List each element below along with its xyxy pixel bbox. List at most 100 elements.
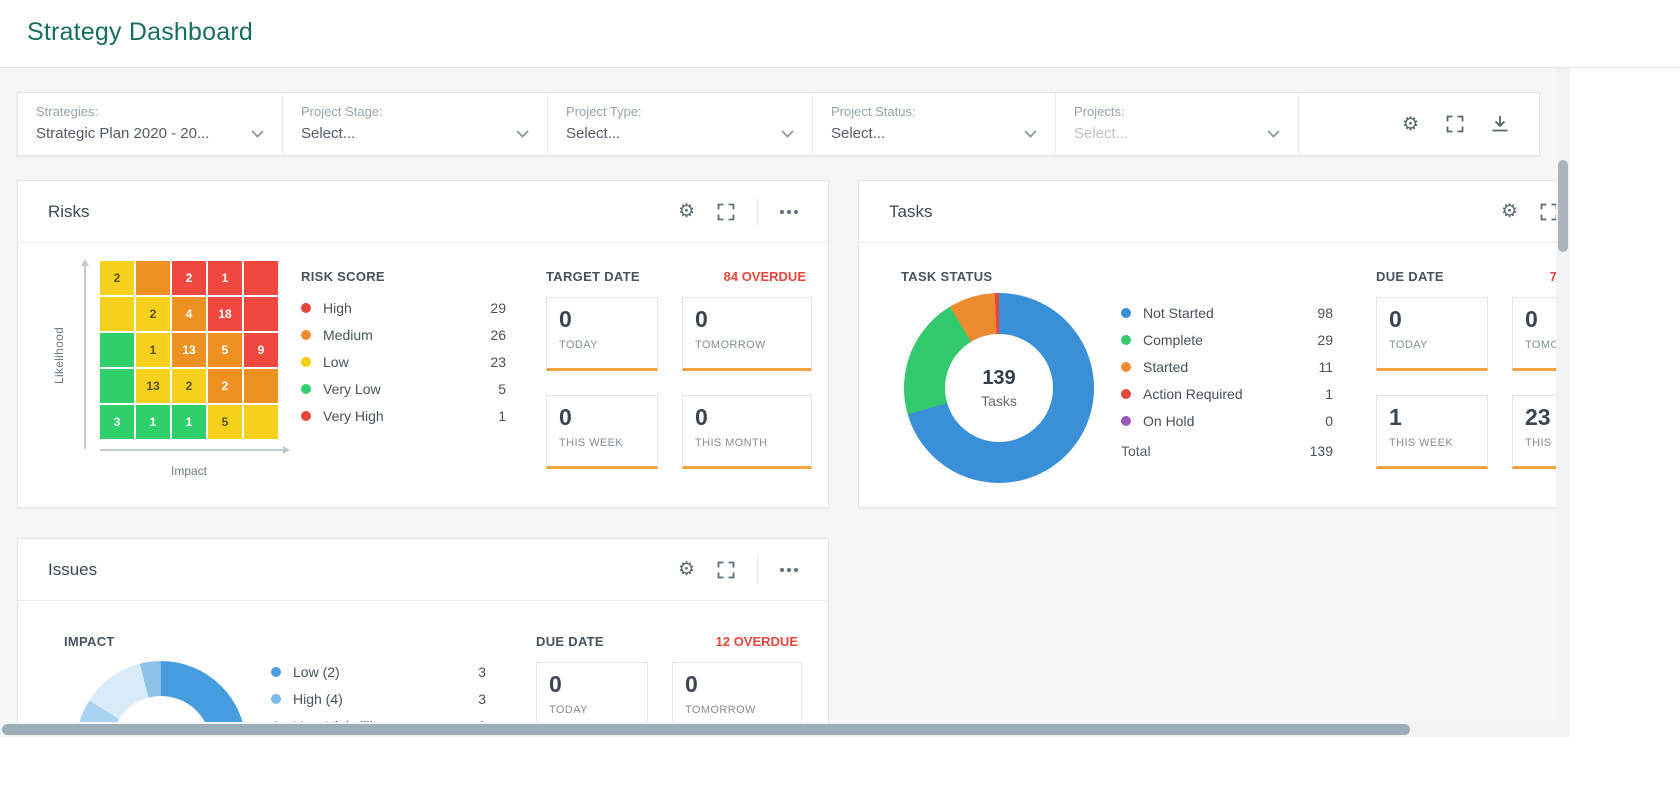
- legend-label: Started: [1143, 358, 1189, 375]
- risk-matrix-cell[interactable]: 1: [136, 333, 170, 367]
- due-date-block: DUE DATE 12 OVERDUE 0 TODAY 0 TOMORROW: [536, 634, 802, 722]
- filter-bar: Strategies: Strategic Plan 2020 - 20... …: [17, 92, 1540, 156]
- legend-item[interactable]: Very High (5)3: [271, 712, 486, 722]
- legend-item[interactable]: High (4) 3: [271, 685, 486, 712]
- legend-dot: [1121, 361, 1131, 372]
- risk-matrix-cell[interactable]: 3: [100, 405, 134, 439]
- fullscreen-icon[interactable]: [1446, 115, 1464, 133]
- risk-matrix-cell[interactable]: [244, 369, 278, 403]
- more-menu-icon[interactable]: [780, 567, 798, 572]
- settings-icon[interactable]: ⚙: [1500, 201, 1518, 222]
- risk-matrix-cell[interactable]: [244, 405, 278, 439]
- risk-matrix-cell[interactable]: 5: [208, 405, 242, 439]
- date-card-tomorrow[interactable]: 0 TOMORROW: [672, 662, 802, 722]
- risk-matrix-cell[interactable]: 13: [172, 333, 206, 367]
- filter-projects[interactable]: Projects: Select...: [1056, 93, 1299, 155]
- date-card-today[interactable]: 0 TODAY: [1376, 297, 1488, 371]
- risk-matrix-cell[interactable]: 2: [136, 297, 170, 331]
- date-card-tomorrow[interactable]: 0 TOMORROW: [682, 297, 812, 371]
- horizontal-scrollbar[interactable]: [0, 722, 1556, 737]
- fullscreen-icon[interactable]: [717, 561, 735, 579]
- legend-item[interactable]: Very High 1: [301, 402, 506, 429]
- legend-item[interactable]: On Hold 0: [1121, 407, 1333, 434]
- top-bar: Strategy Dashboard: [0, 0, 1680, 68]
- filter-strategies[interactable]: Strategies: Strategic Plan 2020 - 20...: [18, 93, 283, 155]
- risk-matrix-cell[interactable]: [136, 261, 170, 295]
- risk-matrix-cell[interactable]: 4: [172, 297, 206, 331]
- legend-dot: [1121, 415, 1131, 426]
- fullscreen-icon[interactable]: [717, 203, 735, 221]
- y-axis-label: Likelihood: [52, 326, 66, 384]
- legend-item[interactable]: Medium 26: [301, 321, 506, 348]
- risk-matrix-cell[interactable]: [100, 333, 134, 367]
- due-date-block: DUE DATE 77 OVERDUE 0 TODAY 0 TOMORROW 1 TH…: [1376, 269, 1556, 469]
- legend-item[interactable]: Started 11: [1121, 353, 1333, 380]
- impact-donut-chart[interactable]: [76, 661, 246, 722]
- legend-value: 11: [1318, 358, 1333, 375]
- legend-label: Very High (5): [293, 718, 478, 723]
- settings-icon[interactable]: ⚙: [677, 201, 695, 222]
- filter-label: Strategies:: [36, 104, 99, 119]
- legend-item[interactable]: Action Required 1: [1121, 380, 1333, 407]
- more-menu-icon[interactable]: [780, 209, 798, 214]
- risk-matrix-cell[interactable]: 9: [244, 333, 278, 367]
- issues-panel-header: Issues ⚙: [18, 539, 828, 601]
- filter-value: Select...: [301, 125, 356, 142]
- risk-matrix-cell[interactable]: 1: [136, 405, 170, 439]
- filter-project-stage[interactable]: Project Stage: Select...: [283, 93, 548, 155]
- date-card-label: TOMORROW: [685, 704, 756, 716]
- section-heading: TASK STATUS: [901, 269, 993, 284]
- date-card-label: TODAY: [1389, 339, 1428, 351]
- download-icon[interactable]: [1491, 115, 1509, 133]
- date-card-today[interactable]: 0 TODAY: [546, 297, 658, 371]
- legend-item[interactable]: Not Started 98: [1121, 299, 1333, 326]
- donut-total-value: 139: [982, 367, 1016, 389]
- legend-item[interactable]: Complete 29: [1121, 326, 1333, 353]
- settings-icon[interactable]: ⚙: [1401, 113, 1419, 135]
- risk-matrix-cell[interactable]: 1: [208, 261, 242, 295]
- filter-project-type[interactable]: Project Type: Select...: [548, 93, 813, 155]
- total-label: Total: [1121, 443, 1151, 459]
- legend-value: 3: [478, 718, 486, 723]
- date-card-this-month[interactable]: 0 THIS MONTH: [682, 395, 812, 469]
- date-card-value: 23: [1525, 404, 1551, 430]
- legend-item[interactable]: Very Low 5: [301, 375, 506, 402]
- risk-matrix-cell[interactable]: 2: [172, 261, 206, 295]
- legend-item[interactable]: High 29: [301, 294, 506, 321]
- legend-value: 98: [1317, 304, 1333, 321]
- section-heading: IMPACT: [64, 634, 115, 649]
- legend-value: 29: [1317, 331, 1333, 348]
- date-card-this-week[interactable]: 0 THIS WEEK: [546, 395, 658, 469]
- x-axis-arrow: [100, 446, 290, 454]
- task-status-donut-chart[interactable]: 139 Tasks: [904, 293, 1094, 483]
- risk-matrix-cell[interactable]: [244, 297, 278, 331]
- legend-dot: [301, 302, 311, 313]
- filter-project-status[interactable]: Project Status: Select...: [813, 93, 1056, 155]
- risk-matrix-cell[interactable]: [244, 261, 278, 295]
- date-card-value: 0: [549, 671, 562, 697]
- date-card-value: 0: [559, 306, 572, 332]
- date-card-this-week[interactable]: 1 THIS WEEK: [1376, 395, 1488, 469]
- risk-matrix-cell[interactable]: 1: [172, 405, 206, 439]
- legend-value: 3: [478, 690, 486, 707]
- risk-matrix-cell[interactable]: 5: [208, 333, 242, 367]
- date-card-tomorrow[interactable]: 0 TOMORROW: [1512, 297, 1556, 371]
- legend-item[interactable]: Low 23: [301, 348, 506, 375]
- date-card-this-month[interactable]: 23 THIS MONTH: [1512, 395, 1556, 469]
- risk-matrix-cell[interactable]: [100, 297, 134, 331]
- risk-matrix-cell[interactable]: 2: [100, 261, 134, 295]
- vertical-scrollbar[interactable]: [1556, 68, 1570, 737]
- settings-icon[interactable]: ⚙: [677, 559, 695, 580]
- risk-matrix-cell[interactable]: [100, 369, 134, 403]
- legend-item[interactable]: Low (2) 3: [271, 658, 486, 685]
- donut-total-label: Tasks: [981, 393, 1017, 409]
- horizontal-scrollbar-thumb[interactable]: [2, 724, 1410, 735]
- risk-matrix-cell[interactable]: 18: [208, 297, 242, 331]
- risk-matrix-cell[interactable]: 2: [208, 369, 242, 403]
- risk-matrix-cell[interactable]: 2: [172, 369, 206, 403]
- vertical-scrollbar-thumb[interactable]: [1558, 160, 1568, 252]
- risk-matrix-cell[interactable]: 13: [136, 369, 170, 403]
- filter-value: Select...: [831, 125, 886, 142]
- fullscreen-icon[interactable]: [1540, 203, 1556, 221]
- date-card-today[interactable]: 0 TODAY: [536, 662, 648, 722]
